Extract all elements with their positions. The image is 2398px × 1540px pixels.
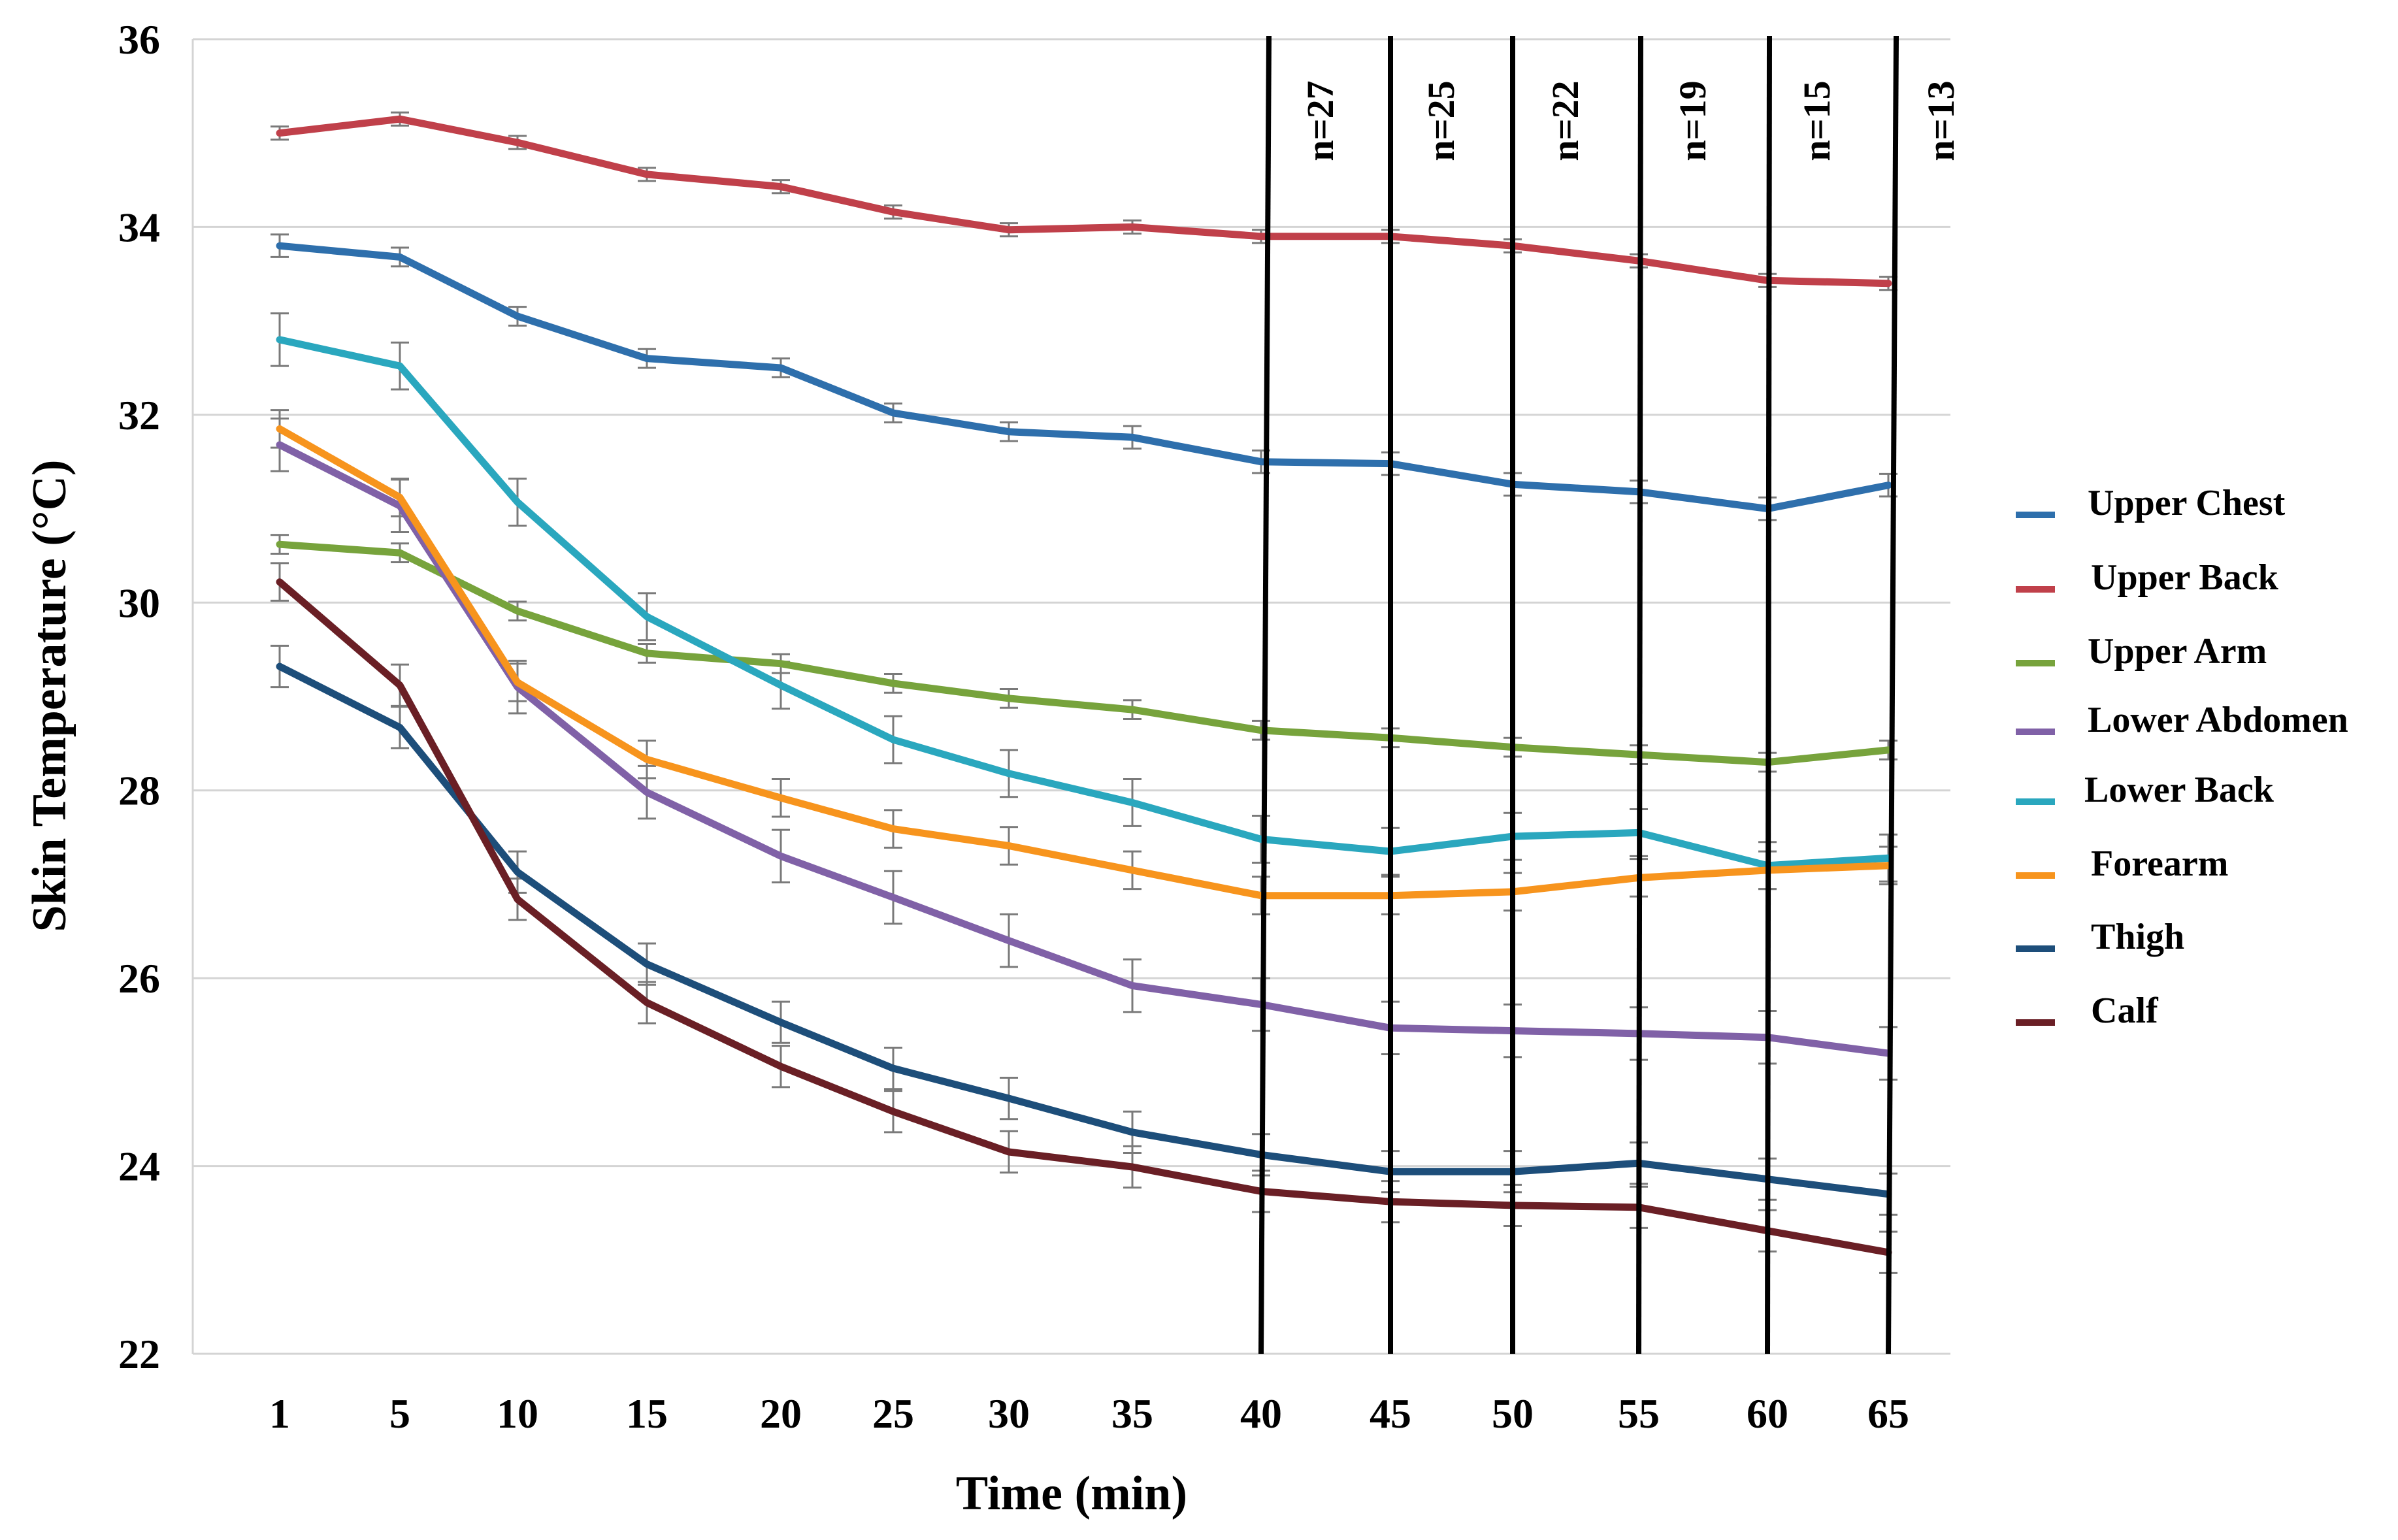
error-bar-layer [271, 111, 1897, 1274]
series-line-upper-chest [276, 242, 1892, 513]
y-tick-label: 28 [118, 768, 160, 814]
y-tick-label: 32 [118, 392, 160, 438]
y-tick-label: 24 [118, 1143, 160, 1190]
series-line-upper-arm [276, 540, 1892, 766]
x-tick-label: 50 [1492, 1390, 1534, 1437]
x-tick-label: 40 [1240, 1390, 1282, 1437]
sample-size-label: n=19 [1671, 80, 1714, 161]
x-tick-label: 35 [1111, 1390, 1153, 1437]
legend-label: Upper Arm [2088, 631, 2267, 672]
x-tick-label: 15 [626, 1390, 668, 1437]
x-tick-label: 45 [1370, 1390, 1411, 1437]
legend-item: Upper Back [2016, 557, 2279, 598]
legend-label: Upper Chest [2088, 483, 2286, 523]
sample-size-label: n=13 [1920, 80, 1962, 161]
x-tick-label: 55 [1618, 1390, 1660, 1437]
sample-size-label: n=25 [1420, 80, 1462, 161]
sample-size-divider [1258, 35, 1272, 1354]
series-line-forearm [276, 425, 1892, 900]
x-axis-title: Time (min) [956, 1467, 1187, 1520]
x-tick-label: 5 [389, 1390, 410, 1437]
x-tick-label: 25 [872, 1390, 914, 1437]
x-tick-label: 65 [1867, 1390, 1909, 1437]
legend-label: Lower Back [2084, 770, 2275, 810]
y-axis-title: Skin Temperature (°C) [23, 459, 76, 932]
y-tick-label: 30 [118, 580, 160, 626]
grid-layer [193, 38, 1950, 1355]
x-tick-label: 10 [497, 1390, 538, 1437]
series-line-lower-back [276, 336, 1892, 870]
sample-size-label: n=27 [1299, 80, 1341, 161]
sample-size-divider [1636, 35, 1643, 1354]
series-line-thigh [276, 663, 1892, 1198]
x-tick-label: 20 [760, 1390, 802, 1437]
y-tick-label: 34 [118, 204, 160, 250]
legend-item: Upper Arm [2016, 631, 2267, 672]
legend-item: Lower Back [2016, 770, 2275, 810]
legend-item: Forearm [2016, 844, 2228, 884]
legend-item: Lower Abdomen [2016, 700, 2348, 740]
legend-label: Forearm [2091, 844, 2228, 884]
sample-size-label: n=22 [1544, 80, 1586, 161]
legend-item: Calf [2016, 991, 2159, 1031]
sample-size-divider-layer: n=27 n=25 n=22 n=19 n=15 n=13 [1258, 35, 1962, 1354]
legend-item: Thigh [2016, 917, 2184, 957]
legend-label: Upper Back [2091, 557, 2279, 598]
sample-size-divider [1886, 35, 1899, 1354]
series-line-upper-back [276, 115, 1892, 287]
y-tick-label: 36 [118, 16, 160, 63]
series-line-lower-abdomen [276, 441, 1892, 1057]
y-tick-label: 22 [118, 1331, 160, 1377]
legend-label: Thigh [2091, 917, 2184, 957]
legend: Upper Chest Upper Back Upper Arm Lower Abdo… [2016, 483, 2348, 1031]
sample-size-label: n=15 [1796, 80, 1838, 161]
legend-label: Lower Abdomen [2088, 700, 2348, 740]
x-tick-label: 30 [988, 1390, 1030, 1437]
series-line-calf [276, 578, 1892, 1256]
x-tick-label: 60 [1747, 1390, 1788, 1437]
y-tick-label: 26 [118, 955, 160, 1002]
legend-label: Calf [2091, 991, 2159, 1031]
sample-size-divider [1765, 35, 1772, 1354]
x-tick-label: 1 [269, 1390, 290, 1437]
legend-item: Upper Chest [2016, 483, 2286, 523]
series-layer [276, 115, 1892, 1256]
